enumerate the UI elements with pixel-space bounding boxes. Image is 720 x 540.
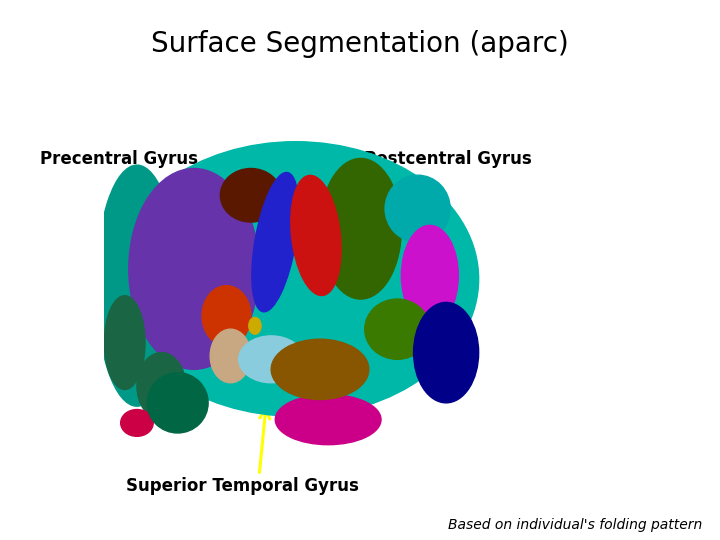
Ellipse shape <box>291 176 341 295</box>
Ellipse shape <box>121 409 153 436</box>
Ellipse shape <box>137 353 186 420</box>
Ellipse shape <box>202 286 251 346</box>
Ellipse shape <box>112 141 479 416</box>
Ellipse shape <box>147 373 208 433</box>
Ellipse shape <box>385 175 450 242</box>
Ellipse shape <box>401 225 459 326</box>
Ellipse shape <box>210 329 251 383</box>
Ellipse shape <box>252 172 299 312</box>
Ellipse shape <box>413 302 479 403</box>
Ellipse shape <box>275 394 381 445</box>
Ellipse shape <box>238 336 304 383</box>
Ellipse shape <box>271 339 369 400</box>
Ellipse shape <box>129 168 259 369</box>
Text: Postcentral Gyrus: Postcentral Gyrus <box>364 150 531 168</box>
Ellipse shape <box>104 296 145 389</box>
Ellipse shape <box>249 318 261 334</box>
Ellipse shape <box>365 299 430 359</box>
Text: Surface Segmentation (aparc): Surface Segmentation (aparc) <box>151 30 569 58</box>
Text: Based on individual's folding pattern: Based on individual's folding pattern <box>448 518 702 532</box>
Text: Precentral Gyrus: Precentral Gyrus <box>40 150 197 168</box>
Ellipse shape <box>320 158 401 299</box>
Text: Superior Temporal Gyrus: Superior Temporal Gyrus <box>126 477 359 495</box>
Ellipse shape <box>96 165 178 406</box>
Ellipse shape <box>220 168 282 222</box>
